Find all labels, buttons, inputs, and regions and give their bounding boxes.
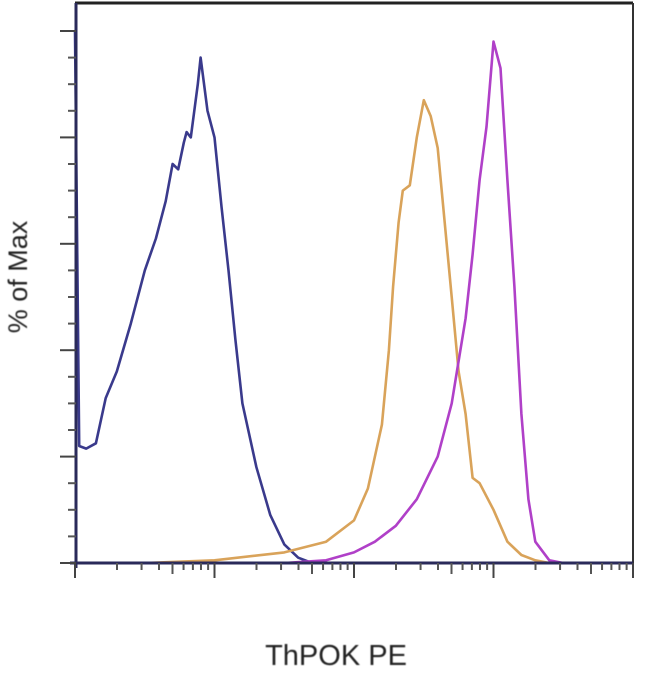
x-axis-ticks (74, 563, 634, 578)
plot-background (75, 3, 633, 563)
magenta-histogram-line (73, 40, 579, 565)
y-axis-ticks (60, 30, 76, 564)
series-layer (73, 29, 579, 565)
x-axis-label: ThPOK PE (265, 640, 407, 672)
y-axis-label: % of Max (3, 220, 33, 334)
plot-area (60, 1, 634, 578)
orange-histogram-line (73, 98, 551, 565)
blue-histogram-line (73, 29, 314, 565)
